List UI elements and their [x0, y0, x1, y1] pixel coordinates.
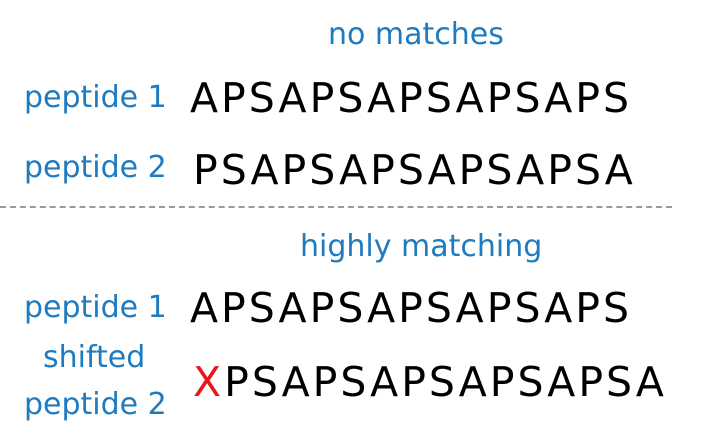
bottom-peptide-1-sequence: APSAPSAPSAPSAPS [190, 284, 633, 332]
shifted-label-line-2: peptide 2 [24, 387, 167, 422]
shifted-peptide-2-sequence: PSAPSAPSAPSAPSA [224, 358, 667, 406]
shifted-peptide-2-row: XPSAPSAPSAPSAPSA [193, 362, 667, 403]
dashed-divider [0, 206, 672, 208]
bottom-peptide-1-label: peptide 1 [24, 290, 167, 325]
top-peptide-1-label: peptide 1 [24, 80, 167, 115]
top-peptide-2-sequence: PSAPSAPSAPSAPSA [193, 146, 636, 194]
heading-no-matches: no matches [328, 17, 504, 52]
shifted-label-line-1: shifted [43, 340, 146, 375]
heading-highly-matching: highly matching [300, 229, 543, 264]
top-peptide-1-sequence: APSAPSAPSAPSAPS [190, 74, 633, 122]
top-peptide-2-label: peptide 2 [24, 150, 167, 185]
mismatch-x-mark: X [193, 358, 225, 406]
